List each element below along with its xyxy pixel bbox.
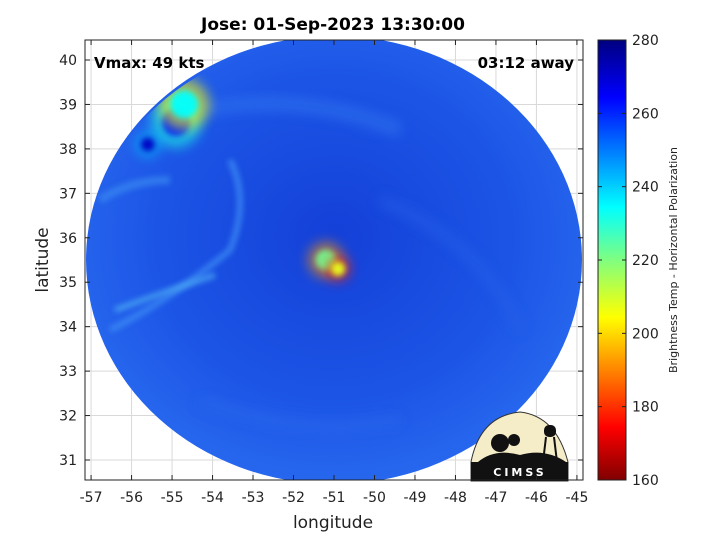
y-tick-label: 38	[59, 142, 77, 158]
colorbar	[597, 39, 627, 481]
satellite-dish-icon	[491, 434, 509, 452]
x-axis-label: longitude	[293, 513, 373, 533]
rain-band-north	[198, 96, 403, 137]
edge-band-west	[97, 176, 171, 204]
x-tick-label: -55	[161, 490, 184, 506]
vmax-annotation: Vmax: 49 kts	[94, 54, 204, 72]
chart-title: Jose: 01-Sep-2023 13:30:00	[200, 15, 465, 35]
x-tick-label: -54	[201, 490, 224, 506]
water-tower-icon	[544, 425, 556, 437]
x-tick-label: -57	[80, 490, 103, 506]
x-axis: -57 -56 -55 -54 -53 -52 -51 -50 -49 -48 -47 -46 -45	[80, 40, 588, 506]
x-tick-label: -53	[242, 490, 265, 506]
y-tick-label: 34	[59, 320, 77, 336]
cimss-logo: CIMSS	[470, 411, 569, 482]
feature-4	[170, 90, 199, 119]
y-tick-label: 36	[59, 231, 77, 247]
x-tick-label: -52	[282, 490, 305, 506]
x-tick-label: -45	[565, 490, 588, 506]
y-tick-label: 33	[59, 364, 77, 380]
colorbar-tick-label: 160	[632, 473, 659, 489]
time-away-annotation: 03:12 away	[478, 54, 575, 72]
colorbar-tick-label: 260	[632, 106, 659, 122]
colorbar-tick-label: 200	[632, 326, 659, 342]
colorbar-tick-label: 280	[632, 33, 659, 49]
x-tick-label: -49	[404, 490, 427, 506]
colorbar-label: Brightness Temp - Horizontal Polarizatio…	[667, 147, 680, 373]
y-axis: 31 32 33 34 35 36 37 38 39 40	[59, 53, 583, 469]
feature-1	[331, 261, 346, 276]
x-tick-label: -48	[444, 490, 467, 506]
y-tick-label: 39	[59, 97, 77, 113]
rain-band-west	[108, 158, 243, 333]
feature-3	[140, 137, 155, 152]
y-tick-label: 35	[59, 275, 77, 291]
logo-text: CIMSS	[493, 466, 546, 479]
colorbar-tick-label: 220	[632, 253, 659, 269]
colorbar-tick-label: 240	[632, 180, 659, 196]
y-axis-label: latitude	[33, 227, 53, 292]
rain-band-southwest	[114, 272, 216, 313]
rain-band-south	[198, 395, 401, 432]
x-tick-label: -46	[525, 490, 548, 506]
y-tick-label: 32	[59, 409, 77, 425]
rain-band-east	[378, 195, 525, 333]
y-tick-label: 37	[59, 186, 77, 202]
x-tick-label: -51	[323, 490, 346, 506]
x-tick-label: -47	[485, 490, 508, 506]
colorbar-tick-label: 180	[632, 400, 659, 416]
colorbar-ticks: 160 180 200 220 240 260 280	[598, 33, 659, 489]
x-tick-label: -56	[120, 490, 143, 506]
x-tick-label: -50	[363, 490, 386, 506]
y-tick-label: 31	[59, 453, 77, 469]
y-tick-label: 40	[59, 53, 77, 69]
